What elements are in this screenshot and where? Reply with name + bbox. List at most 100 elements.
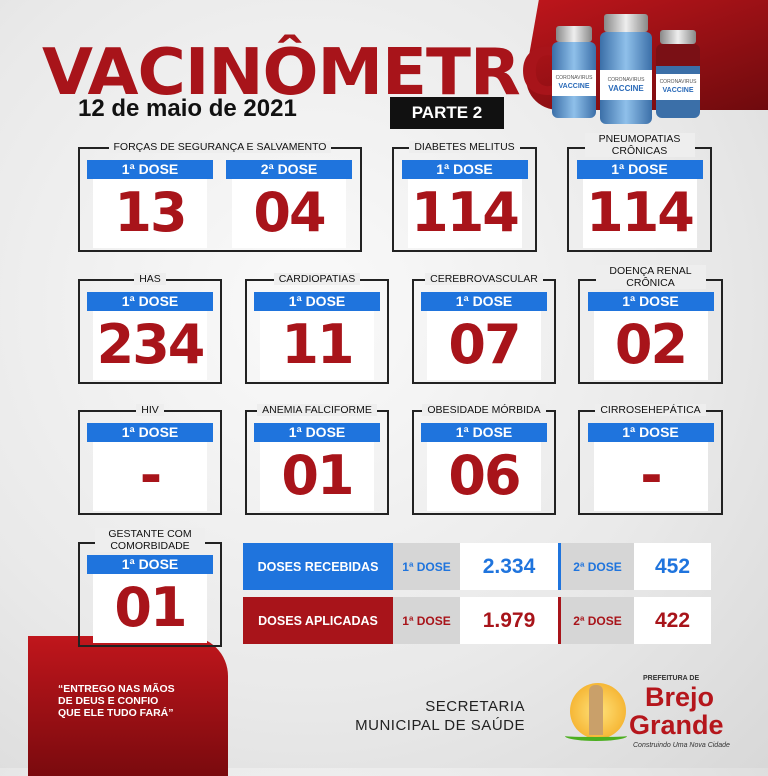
dose-label: 1ª DOSE (87, 292, 213, 311)
quote-line: QUE ELE TUDO FARÁ” (58, 707, 174, 719)
logo-prefix: PREFEITURA DE (643, 675, 700, 682)
category-card: DOENÇA RENAL CRÔNICA 1ª DOSE 02 (578, 265, 723, 384)
vial-main-label: VACCINE (662, 87, 694, 94)
dose-count: 13 (93, 179, 207, 248)
category-label: ANEMIA FALCIFORME (257, 404, 377, 416)
category-card: HAS 1ª DOSE 234 (78, 273, 222, 384)
dose-count: 01 (93, 574, 207, 643)
dose-label: 1ª DOSE (254, 423, 380, 442)
dose-count: - (93, 442, 207, 511)
vial-sublabel: CORONAVIRUS (659, 79, 697, 85)
dose-count: 114 (407, 179, 522, 248)
category-label: HAS (134, 273, 166, 285)
dose1-value: 2.334 (460, 543, 558, 590)
category-label: FORÇAS DE SEGURANÇA E SALVAMENTO (108, 141, 332, 153)
dose-count: 04 (232, 179, 346, 248)
category-label: HIV (136, 404, 164, 416)
category-card: HIV 1ª DOSE - (78, 404, 222, 515)
dose-label: 1ª DOSE (576, 160, 703, 179)
dose-count: 02 (593, 311, 708, 380)
vial-label: CORONAVIRUS VACCINE (552, 70, 596, 96)
dose-count: 01 (260, 442, 374, 511)
date-label: 12 de maio de 2021 (78, 95, 297, 122)
dose1-value: 1.979 (460, 597, 558, 644)
dose-label: 1ª DOSE (421, 292, 547, 311)
dose-count: 06 (427, 442, 541, 511)
vial-cap (556, 26, 592, 42)
category-label: CIRROSEHEPÁTICA (595, 404, 706, 416)
dose-count: 11 (260, 311, 374, 380)
category-label-wrap: HIV (80, 404, 220, 416)
category-label-wrap: ANEMIA FALCIFORME (247, 404, 387, 416)
category-card: DIABETES MELITUS 1ª DOSE 114 (392, 141, 537, 252)
category-label-wrap: FORÇAS DE SEGURANÇA E SALVAMENTO (80, 141, 360, 153)
category-label-wrap: HAS (80, 273, 220, 285)
category-label-wrap: CARDIOPATIAS (247, 273, 387, 285)
dose2-label: 2ª DOSE (561, 543, 634, 590)
category-card: FORÇAS DE SEGURANÇA E SALVAMENTO 1ª DOSE … (78, 141, 362, 252)
logo-slogan: Construindo Uma Nova Cidade (633, 742, 730, 749)
category-card: OBESIDADE MÓRBIDA 1ª DOSE 06 (412, 404, 556, 515)
quote-line: DE DEUS E CONFIO (58, 695, 159, 707)
category-label: OBESIDADE MÓRBIDA (422, 404, 546, 416)
quote-line: “ENTREGO NAS MÃOS (58, 683, 175, 695)
summary-label: DOSES APLICADAS (243, 597, 393, 644)
category-card: ANEMIA FALCIFORME 1ª DOSE 01 (245, 404, 389, 515)
category-label-wrap: CEREBROVASCULAR (414, 273, 554, 285)
dose-label: 1ª DOSE (587, 423, 714, 442)
dose-label: 1ª DOSE (587, 292, 714, 311)
category-card: CIRROSEHEPÁTICA 1ª DOSE - (578, 404, 723, 515)
vial-cap (660, 30, 696, 44)
category-card: GESTANTE COM COMORBIDADE 1ª DOSE 01 (78, 528, 222, 647)
category-label-wrap: CIRROSEHEPÁTICA (580, 404, 721, 416)
dose-count: 234 (93, 311, 207, 380)
logo-tower (589, 685, 603, 735)
vial-sublabel: CORONAVIRUS (555, 75, 593, 81)
category-card: CARDIOPATIAS 1ª DOSE 11 (245, 273, 389, 384)
summary-row: DOSES RECEBIDAS 1ª DOSE 2.334 2ª DOSE 45… (243, 543, 711, 590)
category-label-wrap: PNEUMOPATIAS CRÔNICAS (569, 133, 710, 157)
decorative-red-shape (28, 636, 228, 776)
logo-name-2: Grande (629, 710, 724, 740)
category-card: CEREBROVASCULAR 1ª DOSE 07 (412, 273, 556, 384)
category-label: GESTANTE COM COMORBIDADE (95, 528, 205, 552)
category-card: PNEUMOPATIAS CRÔNICAS 1ª DOSE 114 (567, 133, 712, 252)
summary-row: DOSES APLICADAS 1ª DOSE 1.979 2ª DOSE 42… (243, 597, 711, 644)
vial-main-label: VACCINE (608, 84, 644, 93)
vial-cap (604, 14, 648, 32)
dose2-value: 422 (634, 597, 711, 644)
part-badge: PARTE 2 (390, 97, 504, 129)
vial-label: CORONAVIRUS VACCINE (656, 74, 700, 100)
category-label-wrap: OBESIDADE MÓRBIDA (414, 404, 554, 416)
dose-label: 1ª DOSE (254, 292, 380, 311)
logo-name-1: Brejo (645, 682, 715, 712)
dose-count: - (593, 442, 708, 511)
dose-label: 1ª DOSE (421, 423, 547, 442)
category-label: DIABETES MELITUS (409, 141, 520, 153)
summary-label: DOSES RECEBIDAS (243, 543, 393, 590)
dose-count: 114 (582, 179, 697, 248)
dose1-label: 1ª DOSE (393, 597, 460, 644)
category-label: CARDIOPATIAS (273, 273, 361, 285)
secretaria-label: SECRETARIA MUNICIPAL DE SAÚDE (330, 697, 525, 735)
dose-label: 1ª DOSE (87, 555, 213, 574)
brejo-grande-logo: PREFEITURA DE Brejo Grande Construindo U… (565, 675, 735, 755)
vaccine-vials-image: CORONAVIRUS VACCINE CORONAVIRUS VACCINE … (552, 12, 704, 127)
dose2-value: 452 (634, 543, 711, 590)
logo-wave (565, 731, 627, 741)
divider (558, 543, 561, 590)
dose1-label: 1ª DOSE (393, 543, 460, 590)
vial-label: CORONAVIRUS VACCINE (600, 70, 652, 100)
dose-count: 07 (427, 311, 541, 380)
dose-label: 1ª DOSE (87, 160, 213, 179)
dose-label: 1ª DOSE (401, 160, 528, 179)
dose2-label: 2ª DOSE (561, 597, 634, 644)
quote-text: “ENTREGO NAS MÃOS DE DEUS E CONFIO QUE ELE… (58, 683, 175, 719)
category-label-wrap: DIABETES MELITUS (394, 141, 535, 153)
category-label: CEREBROVASCULAR (425, 273, 543, 285)
divider (558, 597, 561, 644)
secretaria-line: SECRETARIA (425, 698, 525, 715)
vial-sublabel: CORONAVIRUS (607, 77, 645, 83)
dose-label: 2ª DOSE (226, 160, 352, 179)
category-label: DOENÇA RENAL CRÔNICA (595, 265, 706, 289)
